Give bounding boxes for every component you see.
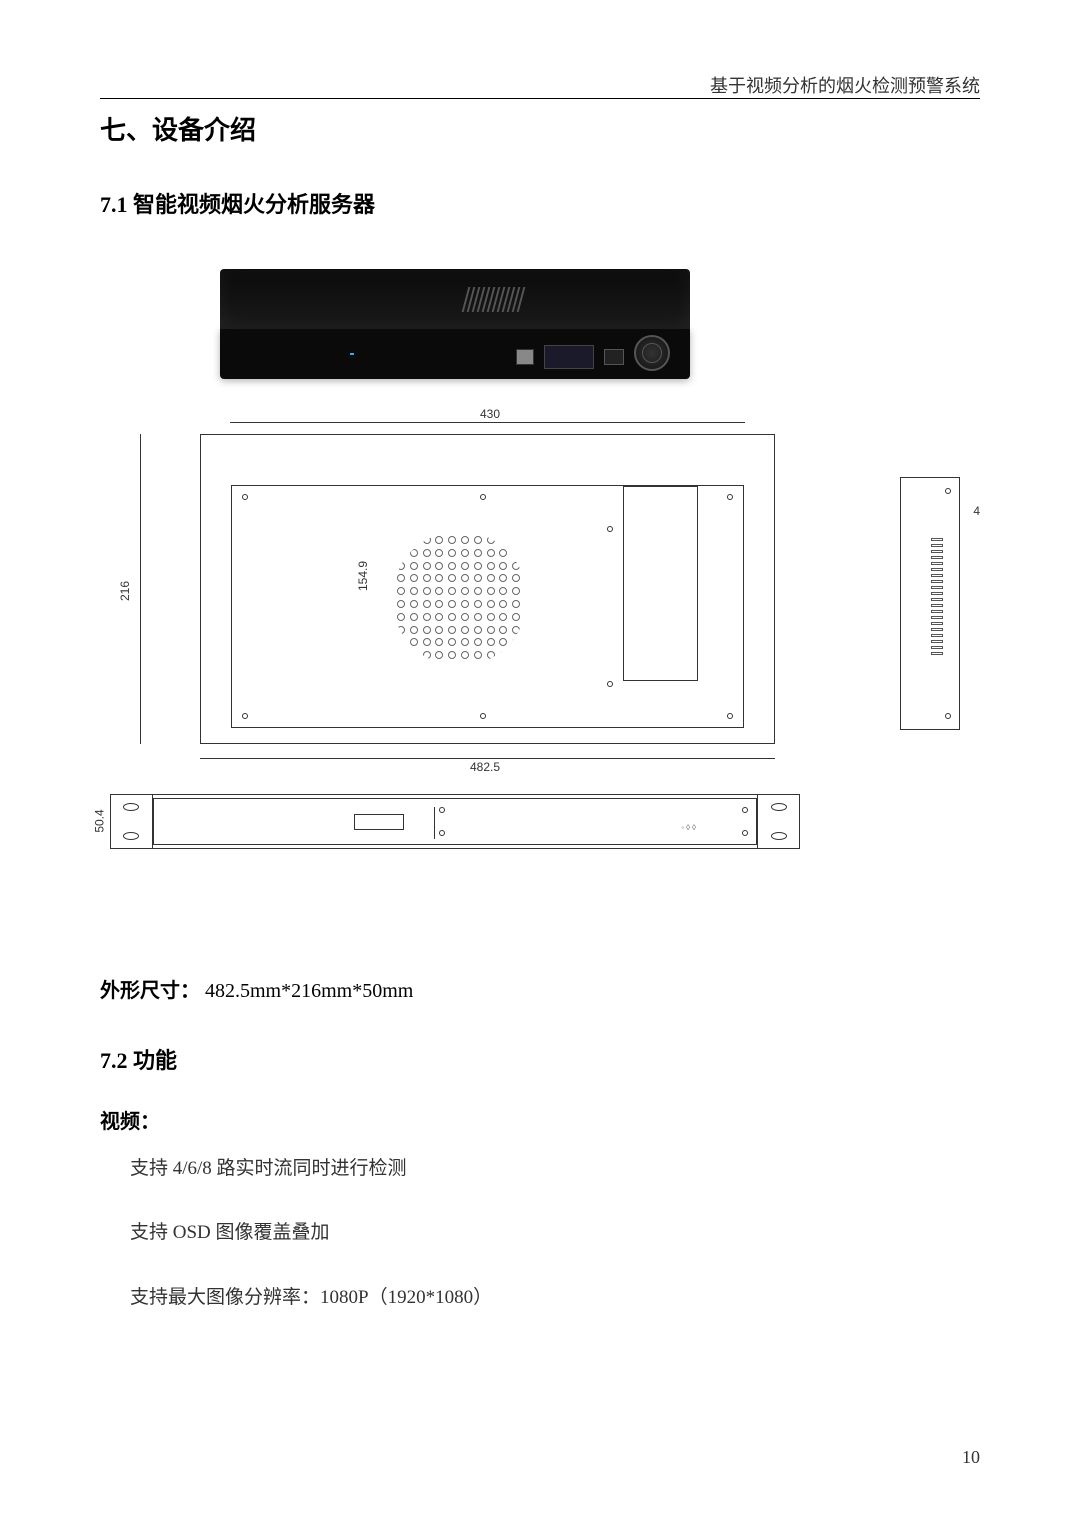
- dimension-482-5: 482.5: [470, 760, 500, 774]
- rack-ear-right: [757, 795, 799, 848]
- section-title-7: 七、设备介绍: [100, 110, 980, 147]
- feature-item: 支持最大图像分辨率：1080P（1920*1080）: [130, 1283, 980, 1313]
- technical-drawings: 430: [100, 414, 980, 934]
- dimension-line: [200, 758, 775, 759]
- feature-item: 支持 4/6/8 路实时流同时进行检测: [130, 1154, 980, 1184]
- side-vents: [931, 538, 943, 698]
- page-number: 10: [962, 1447, 980, 1468]
- led-indicator: [350, 353, 354, 355]
- dimension-line: [140, 434, 141, 744]
- spec-value: 482.5mm*216mm*50mm: [200, 980, 413, 1002]
- front-body: ◦ ◊ ◊: [153, 798, 757, 845]
- label-sticker: [544, 345, 594, 369]
- topview-inner: [231, 485, 744, 728]
- dimension-line: [230, 422, 745, 423]
- section-title-7-2: 7.2 功能: [100, 1043, 980, 1075]
- dimension-50-4: 50.4: [93, 809, 107, 832]
- dimension-430: 430: [480, 407, 500, 421]
- sideview-drawing: [900, 477, 960, 730]
- device-front-panel: [220, 329, 690, 379]
- port-group: [516, 339, 670, 375]
- device-photo: [220, 269, 980, 379]
- dimension-side: 4: [973, 504, 980, 518]
- rack-ear-left: [111, 795, 153, 848]
- device-top-panel: [220, 269, 690, 329]
- spec-label: 外形尺寸：: [100, 980, 200, 1002]
- hdd-bay: [623, 486, 698, 681]
- features-heading: 视频：: [100, 1105, 980, 1134]
- dimension-216: 216: [118, 581, 132, 601]
- dimension-154-9: 154.9: [356, 561, 370, 591]
- feature-list: 支持 4/6/8 路实时流同时进行检测 支持 OSD 图像覆盖叠加 支持最大图像…: [130, 1154, 980, 1313]
- feature-item: 支持 OSD 图像覆盖叠加: [130, 1218, 980, 1248]
- spec-dimensions: 外形尺寸： 482.5mm*216mm*50mm: [100, 974, 980, 1003]
- header-divider: [100, 98, 980, 99]
- vent-circle: [392, 531, 527, 666]
- vent-lines: [465, 287, 522, 312]
- header-title: 基于视频分析的烟火检测预警系统: [710, 72, 980, 98]
- frontview-drawing: ◦ ◊ ◊: [110, 794, 800, 849]
- topview-drawing: [200, 434, 775, 744]
- power-port-icon: [604, 349, 624, 365]
- page-content: 七、设备介绍 7.1 智能视频烟火分析服务器 430: [100, 110, 980, 1347]
- ethernet-port-icon: [516, 349, 534, 365]
- fan-grill-icon: [634, 335, 670, 371]
- section-title-7-1: 7.1 智能视频烟火分析服务器: [100, 187, 980, 219]
